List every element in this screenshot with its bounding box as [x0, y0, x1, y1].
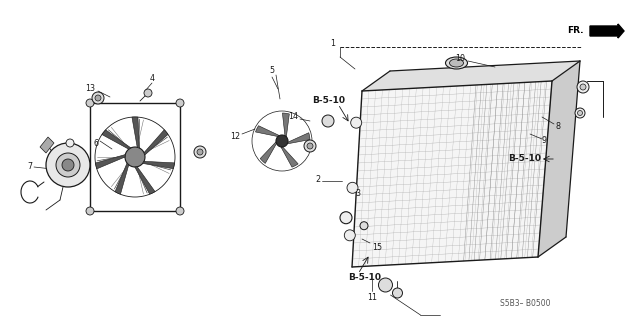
Circle shape	[86, 99, 94, 107]
Text: 2: 2	[315, 174, 320, 183]
Circle shape	[176, 99, 184, 107]
Polygon shape	[40, 137, 54, 153]
Polygon shape	[282, 113, 289, 137]
Polygon shape	[102, 130, 131, 149]
Circle shape	[95, 95, 101, 101]
Circle shape	[347, 182, 358, 193]
Text: 10: 10	[455, 55, 465, 63]
Polygon shape	[352, 81, 552, 267]
Text: B-5-10: B-5-10	[312, 97, 345, 106]
Text: 9: 9	[542, 137, 547, 145]
Circle shape	[344, 230, 355, 241]
Circle shape	[378, 278, 392, 292]
Circle shape	[62, 159, 74, 171]
Text: B-5-10: B-5-10	[348, 272, 381, 281]
Circle shape	[322, 115, 334, 127]
Text: 11: 11	[367, 293, 377, 301]
Text: 1: 1	[330, 39, 335, 48]
Circle shape	[580, 84, 586, 90]
Text: 15: 15	[372, 242, 382, 251]
FancyArrow shape	[590, 24, 624, 38]
Circle shape	[92, 92, 104, 104]
Circle shape	[276, 135, 288, 147]
Polygon shape	[255, 126, 280, 137]
Text: B-5-10: B-5-10	[508, 154, 541, 164]
Polygon shape	[538, 61, 580, 257]
Circle shape	[360, 222, 368, 230]
Text: 8: 8	[555, 122, 560, 131]
Polygon shape	[132, 117, 140, 148]
Polygon shape	[144, 130, 168, 155]
Circle shape	[46, 143, 90, 187]
Circle shape	[392, 288, 403, 298]
Polygon shape	[281, 147, 298, 167]
Circle shape	[56, 153, 80, 177]
Circle shape	[125, 147, 145, 167]
Text: 13: 13	[85, 85, 95, 93]
Ellipse shape	[445, 57, 467, 69]
Circle shape	[86, 207, 94, 215]
Circle shape	[194, 146, 206, 158]
Circle shape	[307, 143, 313, 149]
Circle shape	[351, 117, 362, 128]
Circle shape	[340, 212, 352, 224]
Text: 14: 14	[288, 113, 298, 122]
Circle shape	[197, 149, 203, 155]
Text: S5B3– B0500: S5B3– B0500	[500, 300, 550, 308]
Text: 12: 12	[230, 132, 240, 142]
Text: 6: 6	[93, 139, 98, 149]
Circle shape	[144, 89, 152, 97]
Text: FR.: FR.	[568, 26, 584, 35]
Polygon shape	[287, 133, 310, 144]
Polygon shape	[260, 142, 276, 163]
Polygon shape	[135, 167, 155, 194]
Polygon shape	[95, 154, 125, 169]
Ellipse shape	[449, 59, 463, 67]
Circle shape	[577, 110, 582, 115]
Text: 7: 7	[27, 162, 32, 172]
Circle shape	[304, 140, 316, 152]
Circle shape	[577, 81, 589, 93]
Circle shape	[66, 139, 74, 147]
Polygon shape	[143, 161, 175, 169]
Polygon shape	[362, 61, 580, 91]
Text: 3: 3	[355, 189, 360, 198]
Text: 4: 4	[150, 75, 154, 84]
Circle shape	[176, 207, 184, 215]
Circle shape	[575, 108, 585, 118]
Text: 5: 5	[269, 66, 275, 76]
Polygon shape	[115, 163, 129, 194]
